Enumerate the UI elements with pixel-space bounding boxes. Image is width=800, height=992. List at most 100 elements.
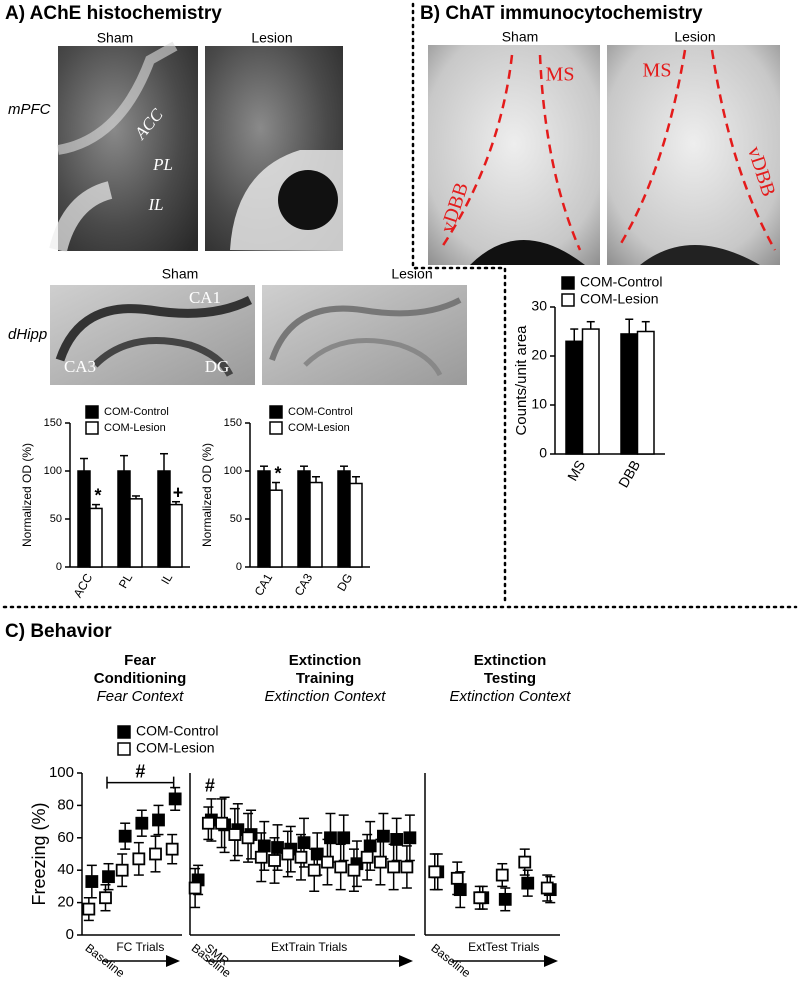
tissue-edge xyxy=(640,245,760,265)
marker xyxy=(228,828,242,841)
bar xyxy=(129,498,143,568)
x-tick-label: IL xyxy=(158,571,175,587)
region-label: MS xyxy=(546,64,575,86)
legend-label: COM-Control xyxy=(104,406,169,418)
image-caption: Lesion xyxy=(674,29,715,45)
image-caption: Lesion xyxy=(391,266,432,282)
legend-swatch xyxy=(561,293,575,307)
image-caption: Sham xyxy=(502,29,539,45)
tissue-edge xyxy=(57,41,178,155)
region-label: CA3 xyxy=(64,357,96,376)
chart-title: Fear Conditioning xyxy=(93,652,187,687)
legend-swatch xyxy=(117,725,131,739)
marker xyxy=(400,860,414,874)
y-tick-label: 100 xyxy=(224,465,242,477)
marker xyxy=(115,863,129,877)
boundary xyxy=(618,49,687,246)
marker xyxy=(403,831,417,845)
bar xyxy=(565,340,584,455)
marker xyxy=(387,860,401,874)
annotation: * xyxy=(274,463,281,483)
lesion-site xyxy=(278,170,338,230)
y-tick-label: 30 xyxy=(531,298,547,314)
region-label: MS xyxy=(643,60,672,82)
legend-label: COM-Lesion xyxy=(136,740,215,756)
marker xyxy=(453,883,467,897)
marker xyxy=(307,863,321,877)
bar xyxy=(257,470,271,568)
x-axis-label: ExtTest Trials xyxy=(468,940,539,954)
chart-heading: Extinction Training Extinction Context xyxy=(240,652,410,706)
panel-title: C) Behavior xyxy=(5,621,112,642)
marker xyxy=(241,831,255,845)
tissue-layer xyxy=(55,295,253,362)
marker xyxy=(334,860,348,874)
marker xyxy=(215,816,228,830)
legend-label: COM-Control xyxy=(136,723,218,739)
row-label: dHipp xyxy=(8,326,47,343)
y-tick-label: 20 xyxy=(57,894,74,911)
y-tick-label: 60 xyxy=(57,829,74,846)
marker xyxy=(281,847,295,861)
bar xyxy=(117,470,131,568)
marker xyxy=(521,876,535,890)
legend-swatch xyxy=(117,742,131,756)
y-tick-label: 50 xyxy=(50,513,62,525)
marker xyxy=(518,855,532,869)
annotation: * xyxy=(94,485,101,505)
legend-swatch xyxy=(269,405,283,419)
y-axis-label: Counts/unit area xyxy=(513,325,530,436)
marker xyxy=(132,852,146,866)
region-label: IL xyxy=(147,195,163,214)
x-tick-label: CA3 xyxy=(292,571,316,598)
legend-label: COM-Lesion xyxy=(104,422,166,434)
image-caption: Lesion xyxy=(251,30,292,46)
region-label: DG xyxy=(205,357,230,376)
bar xyxy=(89,507,103,568)
y-tick-label: 100 xyxy=(49,764,74,781)
marker xyxy=(188,881,202,895)
chart-title: Extinction Training xyxy=(288,652,362,687)
micrograph xyxy=(50,285,255,385)
legend-swatch xyxy=(269,421,283,435)
marker xyxy=(473,891,487,905)
y-axis-label: Normalized OD (%) xyxy=(20,443,34,547)
y-axis-label: Normalized OD (%) xyxy=(200,443,214,547)
annotation: # xyxy=(205,776,215,796)
marker xyxy=(337,831,351,845)
marker xyxy=(495,868,509,882)
tissue-edge xyxy=(49,181,113,253)
y-tick-label: 10 xyxy=(531,396,547,412)
x-axis-label: FC Trials xyxy=(116,940,164,954)
marker xyxy=(297,836,311,850)
x-tick-label: DG xyxy=(334,571,355,594)
marker xyxy=(118,829,132,843)
marker xyxy=(360,850,374,864)
x-axis-label: ExtTrain Trials xyxy=(271,940,347,954)
y-tick-label: 0 xyxy=(66,926,74,943)
marker xyxy=(152,813,165,827)
marker xyxy=(324,831,337,845)
chart-heading: Fear Conditioning Fear Context xyxy=(55,652,225,706)
y-tick-label: 20 xyxy=(531,347,547,363)
x-tick-label: DBB xyxy=(615,457,643,490)
chart-heading: Extinction Testing Extinction Context xyxy=(425,652,595,706)
marker xyxy=(85,875,99,888)
marker xyxy=(168,792,182,806)
x-label-arrowhead xyxy=(544,955,558,967)
panel-title: B) ChAT immunocytochemistry xyxy=(420,3,703,24)
y-tick-label: 150 xyxy=(224,417,242,429)
chart-title: Extinction Testing xyxy=(473,652,547,687)
bar xyxy=(309,481,323,568)
marker xyxy=(254,850,268,864)
y-tick-label: 40 xyxy=(57,861,74,878)
marker xyxy=(268,854,281,867)
x-tick-label: PL xyxy=(116,571,136,591)
legend-swatch xyxy=(85,421,99,435)
y-tick-label: 80 xyxy=(57,796,74,813)
marker xyxy=(363,839,377,853)
y-tick-label: 150 xyxy=(44,417,62,429)
legend-label: COM-Control xyxy=(288,406,353,418)
